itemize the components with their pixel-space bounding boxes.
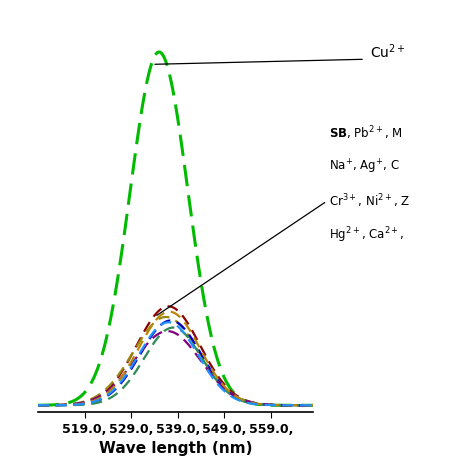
X-axis label: Wave length (nm): Wave length (nm) <box>99 441 252 456</box>
Text: Hg$^{2+}$, Ca$^{2+}$,: Hg$^{2+}$, Ca$^{2+}$, <box>329 225 405 245</box>
Text: $\bf{SB}$, Pb$^{2+}$, M: $\bf{SB}$, Pb$^{2+}$, M <box>329 124 403 142</box>
Text: Cu$^{2+}$: Cu$^{2+}$ <box>370 43 405 62</box>
Text: Cr$^{3+}$, Ni$^{2+}$, Z: Cr$^{3+}$, Ni$^{2+}$, Z <box>329 192 410 210</box>
Text: Na$^{+}$, Ag$^{+}$, C: Na$^{+}$, Ag$^{+}$, C <box>329 158 400 176</box>
